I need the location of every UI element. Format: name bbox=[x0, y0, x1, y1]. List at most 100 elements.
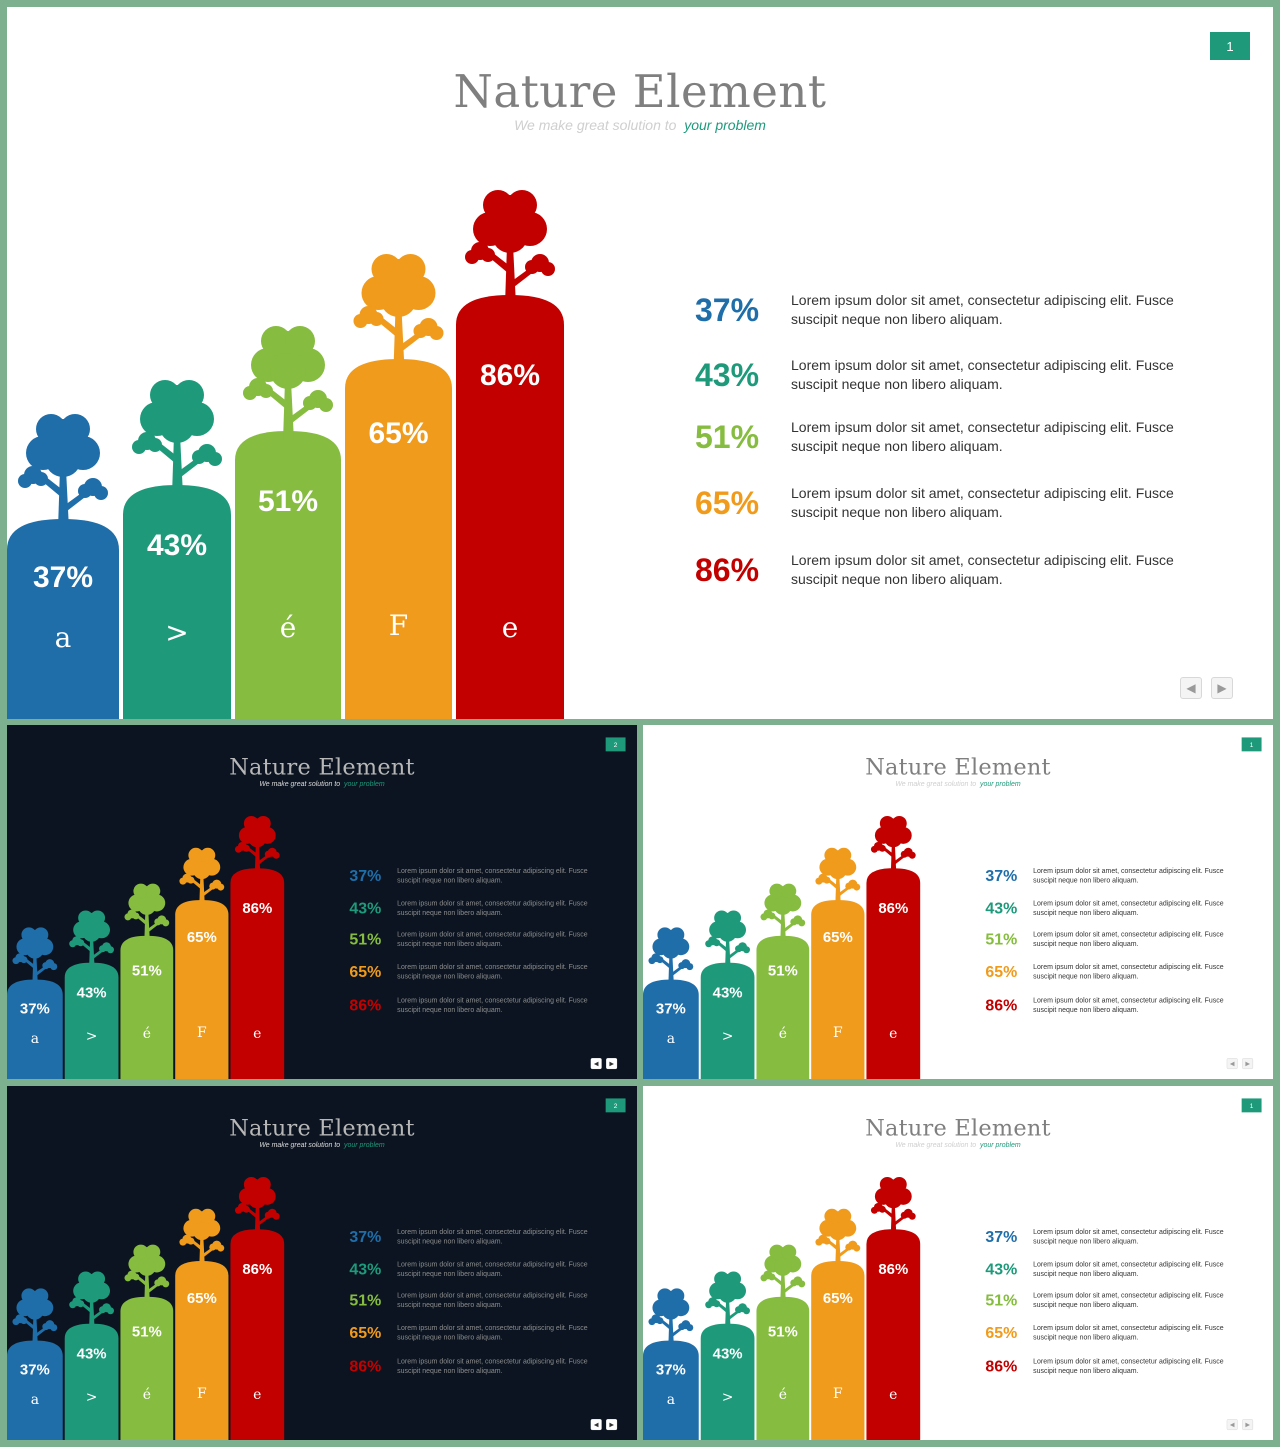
subtitle-accent: your problem bbox=[980, 1140, 1021, 1149]
legend-item: 43% Lorem ipsum dolor sit amet, consectet… bbox=[695, 355, 1215, 403]
chart-bar-group: 37% a bbox=[643, 927, 699, 1079]
slide-thumbnail[interactable]: Nature Element We make great solution to… bbox=[7, 1086, 637, 1440]
bar-glyph-label: a bbox=[667, 1392, 675, 1408]
bar-value-label: 51% bbox=[768, 1324, 798, 1341]
triangle-left-icon[interactable]: ◀ bbox=[1180, 677, 1202, 699]
subtitle-accent: your problem bbox=[684, 117, 766, 133]
chart-bar bbox=[643, 979, 699, 1079]
bar-value-label: 37% bbox=[20, 1361, 50, 1378]
tree-icon bbox=[124, 1244, 170, 1302]
bar-glyph-label: F bbox=[197, 1386, 207, 1402]
slide-subtitle: We make great solution to your problem bbox=[7, 1141, 637, 1149]
bar-glyph-label: F bbox=[197, 1025, 207, 1041]
chart-bar-group: 43% > bbox=[123, 380, 231, 719]
slide-title: Nature Element bbox=[865, 753, 1051, 781]
chart-bar-group: 43% > bbox=[700, 1271, 755, 1440]
chart-bar-group: 86% e bbox=[866, 1176, 921, 1440]
bar-glyph-label: > bbox=[722, 1390, 734, 1406]
bar-glyph-label: > bbox=[86, 1029, 98, 1045]
bar-value-label: 43% bbox=[713, 984, 743, 1001]
slide-subtitle: We make great solution to your problem bbox=[7, 117, 1273, 133]
triangle-right-icon[interactable]: ▶ bbox=[1242, 1058, 1254, 1070]
chart-bar-group: 65% F bbox=[811, 1208, 865, 1440]
slide-thumbnail[interactable]: Nature Element We make great solution to… bbox=[643, 1086, 1273, 1440]
page-number-badge: 1 bbox=[1210, 32, 1250, 60]
legend-item: 37% Lorem ipsum dolor sit amet, consectet… bbox=[985, 866, 1244, 890]
bar-value-label: 37% bbox=[20, 1000, 50, 1017]
legend-description: Lorem ipsum dolor sit amet, consectetur … bbox=[397, 1356, 588, 1375]
legend-value: 43% bbox=[985, 899, 1018, 917]
legend-item: 51% Lorem ipsum dolor sit amet, consectet… bbox=[985, 1290, 1244, 1314]
legend-value: 51% bbox=[985, 1290, 1018, 1309]
tree-icon bbox=[12, 1288, 58, 1346]
slide-thumbnail[interactable]: Nature Element We make great solution to… bbox=[643, 725, 1273, 1079]
legend-description: Lorem ipsum dolor sit amet, consectetur … bbox=[397, 1323, 588, 1342]
legend-value: 37% bbox=[349, 1227, 382, 1246]
tree-icon bbox=[815, 847, 861, 905]
triangle-left-icon[interactable]: ◀ bbox=[590, 1058, 602, 1070]
slide-thumbnail[interactable]: Nature Element We make great solution to… bbox=[7, 725, 637, 1079]
legend-item: 86% Lorem ipsum dolor sit amet, consectet… bbox=[985, 1356, 1244, 1380]
legend-value: 37% bbox=[985, 1227, 1018, 1246]
triangle-left-icon[interactable]: ◀ bbox=[1226, 1058, 1238, 1070]
legend-description: Lorem ipsum dolor sit amet, consectetur … bbox=[397, 866, 588, 885]
bar-glyph-label: F bbox=[833, 1386, 843, 1402]
legend-item: 51% Lorem ipsum dolor sit amet, consectet… bbox=[349, 929, 608, 953]
triangle-left-icon[interactable]: ◀ bbox=[590, 1419, 602, 1431]
tree-icon bbox=[12, 927, 58, 985]
bar-value-label: 86% bbox=[242, 1261, 272, 1278]
chart-bar-group: 37% a bbox=[7, 927, 63, 1079]
chart-bar-group: 51% é bbox=[235, 326, 341, 719]
triangle-right-icon[interactable]: ▶ bbox=[606, 1058, 618, 1070]
bar-value-label: 51% bbox=[258, 485, 318, 518]
bar-value-label: 65% bbox=[823, 1290, 853, 1307]
chart-bar bbox=[756, 1296, 810, 1440]
tree-bar-chart: 37% a 43% >51% é 65% F 86% e bbox=[643, 1176, 921, 1440]
bar-value-label: 51% bbox=[132, 963, 162, 980]
legend-value: 65% bbox=[985, 1323, 1018, 1342]
chart-bar-group: 43% > bbox=[700, 910, 755, 1079]
tree-icon bbox=[353, 254, 444, 369]
bar-glyph-label: é bbox=[779, 1387, 787, 1403]
legend-item: 86% Lorem ipsum dolor sit amet, consectet… bbox=[349, 995, 608, 1019]
triangle-right-icon[interactable]: ▶ bbox=[1242, 1419, 1254, 1431]
tree-icon bbox=[815, 1208, 861, 1266]
bar-value-label: 65% bbox=[823, 929, 853, 946]
tree-icon bbox=[179, 847, 225, 905]
legend-description: Lorem ipsum dolor sit amet, consectetur … bbox=[791, 552, 1174, 587]
chart-bar bbox=[756, 935, 810, 1079]
chart-bar bbox=[175, 1261, 229, 1440]
chart-bar bbox=[811, 900, 865, 1079]
legend-description: Lorem ipsum dolor sit amet, consectetur … bbox=[1033, 1290, 1224, 1309]
chart-bar bbox=[120, 935, 174, 1079]
slide-subtitle: We make great solution to your problem bbox=[643, 780, 1273, 788]
chart-bar bbox=[235, 431, 341, 719]
legend-item: 51% Lorem ipsum dolor sit amet, consectet… bbox=[985, 929, 1244, 953]
legend-description: Lorem ipsum dolor sit amet, consectetur … bbox=[1033, 899, 1224, 917]
subtitle-accent: your problem bbox=[344, 1140, 385, 1149]
bar-glyph-label: e bbox=[502, 611, 519, 644]
legend-description: Lorem ipsum dolor sit amet, consectetur … bbox=[1033, 1227, 1224, 1246]
triangle-right-icon[interactable]: ▶ bbox=[606, 1419, 618, 1431]
chart-bar bbox=[700, 1323, 755, 1440]
legend-description: Lorem ipsum dolor sit amet, consectetur … bbox=[1033, 962, 1224, 981]
legend-value: 86% bbox=[349, 995, 382, 1014]
triangle-right-icon[interactable]: ▶ bbox=[1211, 677, 1233, 699]
page-number-badge: 1 bbox=[1241, 1098, 1262, 1113]
legend-item: 37% Lorem ipsum dolor sit amet, consectet… bbox=[985, 1227, 1244, 1251]
chart-bar-group: 43% > bbox=[64, 910, 119, 1079]
main-slide: Nature Element We make great solution to… bbox=[7, 7, 1273, 719]
legend-item: 43% Lorem ipsum dolor sit amet, consectet… bbox=[349, 898, 608, 922]
chart-bar bbox=[345, 359, 452, 719]
legend-value: 86% bbox=[349, 1356, 382, 1375]
bar-value-label: 86% bbox=[480, 359, 540, 392]
legend-value: 86% bbox=[985, 995, 1018, 1014]
legend-item: 43% Lorem ipsum dolor sit amet, consectet… bbox=[349, 1259, 608, 1283]
triangle-left-icon[interactable]: ◀ bbox=[1226, 1419, 1238, 1431]
legend-value: 43% bbox=[985, 1260, 1018, 1278]
subtitle-lead: We make great solution to bbox=[259, 779, 341, 788]
chart-bar-group: 65% F bbox=[345, 254, 452, 719]
tree-icon bbox=[870, 815, 916, 874]
legend-item: 86% Lorem ipsum dolor sit amet, consectet… bbox=[349, 1356, 608, 1380]
subtitle-lead: We make great solution to bbox=[514, 117, 677, 133]
